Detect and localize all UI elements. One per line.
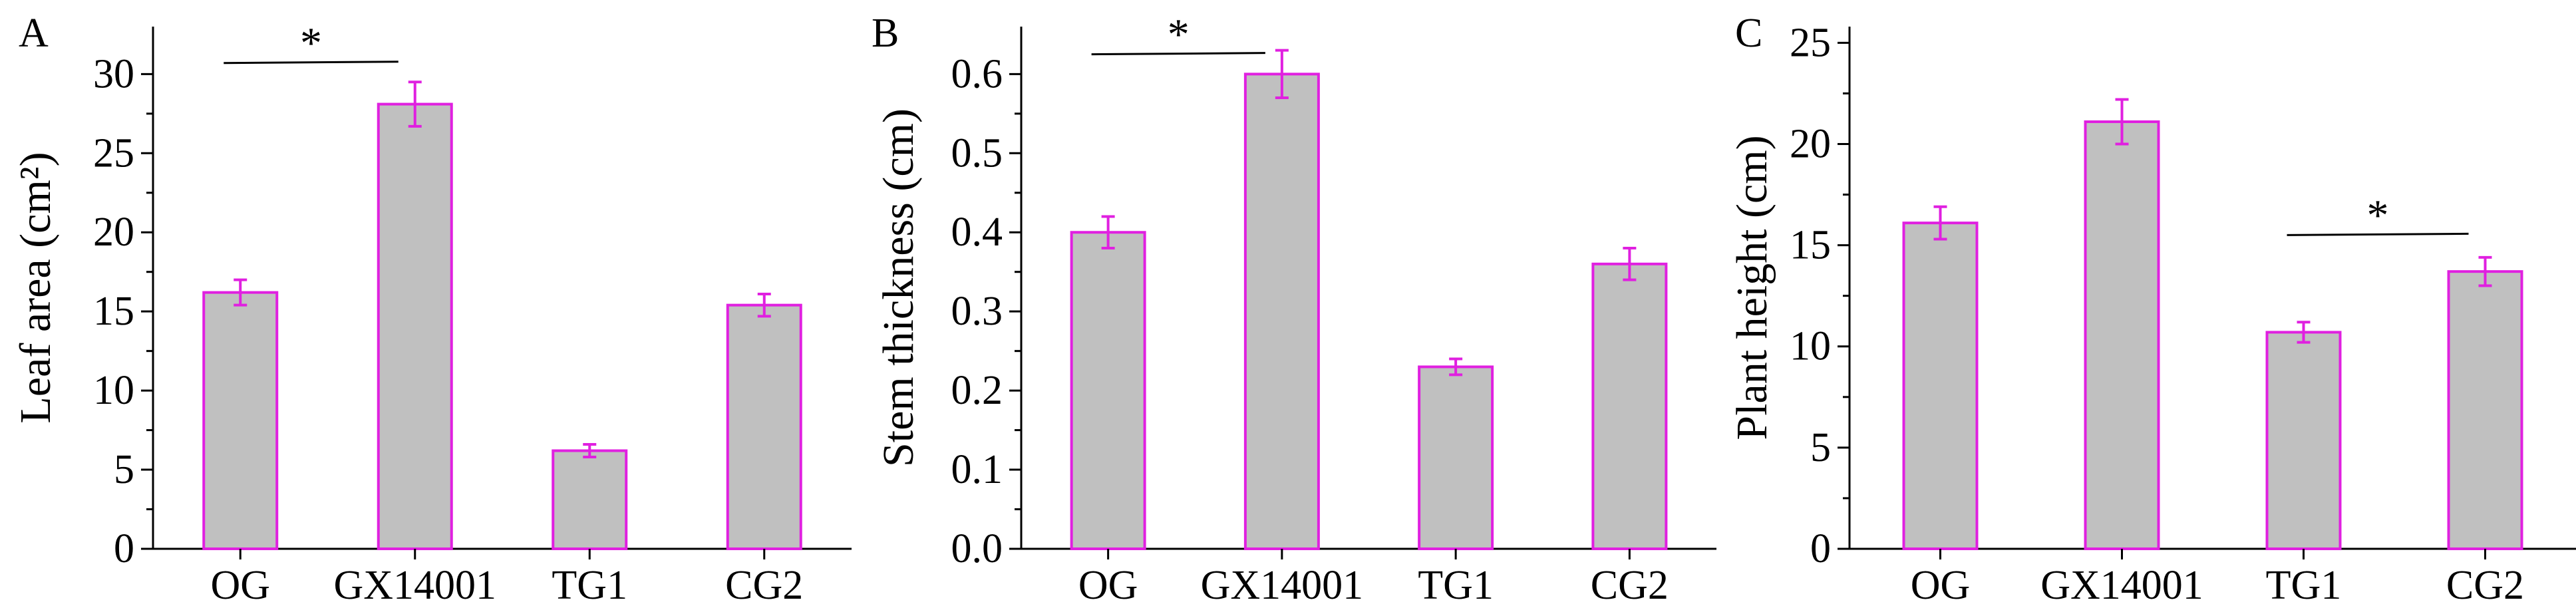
panel-letter: B <box>872 11 899 56</box>
y-tick-label: 25 <box>1790 20 1831 65</box>
error-bar <box>1933 205 1947 241</box>
y-tick-label: 10 <box>93 368 134 413</box>
y-tick-label: 15 <box>1790 223 1831 268</box>
bar-tg1 <box>2265 331 2342 550</box>
significance-star: * <box>2367 191 2389 239</box>
x-tick-label: GX14001 <box>333 563 496 608</box>
bar-og <box>1070 231 1146 550</box>
bar-cg2 <box>726 303 802 550</box>
y-tick-label: 0.3 <box>951 289 1003 334</box>
bar-og <box>1902 222 1979 550</box>
significance-line <box>224 61 399 65</box>
panel-letter: C <box>1735 11 1762 56</box>
bar-og <box>202 291 279 550</box>
bar-gx14001 <box>377 102 453 550</box>
y-tick-label: 20 <box>93 210 134 255</box>
y-tick-label: 25 <box>93 130 134 176</box>
error-bar <box>1275 49 1289 100</box>
bar-tg1 <box>552 449 628 550</box>
error-bar <box>234 278 247 307</box>
x-tick-label: CG2 <box>725 563 803 608</box>
y-tick-label: 0.6 <box>951 51 1003 96</box>
x-tick-label: GX14001 <box>1201 563 1364 608</box>
y-axis-title: Plant height (cm) <box>1728 135 1776 440</box>
significance-star: * <box>1168 11 1190 59</box>
error-bar <box>583 443 597 459</box>
y-tick-label: 0.0 <box>951 526 1003 571</box>
error-bar <box>757 293 771 318</box>
y-tick-label: 0.4 <box>951 210 1003 255</box>
error-bar <box>2478 255 2492 287</box>
error-bar <box>2115 98 2129 146</box>
y-tick-label: 10 <box>1790 324 1831 369</box>
error-bar <box>2297 321 2311 344</box>
bar-cg2 <box>1591 262 1668 550</box>
x-tick-label: OG <box>1078 563 1138 608</box>
y-tick-label: 5 <box>114 447 134 492</box>
bar-tg1 <box>1418 365 1494 550</box>
y-tick-label: 30 <box>93 51 134 96</box>
y-tick-label: 0.1 <box>951 447 1003 492</box>
panel-letter: A <box>19 11 49 56</box>
x-tick-label: CG2 <box>1591 563 1669 608</box>
x-tick-label: TG1 <box>1418 563 1494 608</box>
error-bar <box>1449 357 1463 377</box>
y-tick-label: 15 <box>93 289 134 334</box>
bar-gx14001 <box>1243 73 1320 550</box>
significance-line <box>2287 232 2469 236</box>
y-tick-label: 0.2 <box>951 368 1003 413</box>
chart-panel-a: A Leaf area (cm²) 0 5 10 15 20 25 30 OG GX14001 TG1… <box>11 11 852 608</box>
error-bar <box>1101 215 1115 250</box>
x-tick-label: OG <box>210 563 270 608</box>
significance-line <box>1091 52 1265 56</box>
chart-panel-c: C Plant height (cm) 0 5 10 15 20 25 OG GX14001 TG1… <box>1728 11 2576 608</box>
chart-panel-b: B Stem thickness (cm) 0.0 0.1 0.2 0.3 0.4 0.5 0.… <box>872 11 1716 608</box>
x-tick-label: GX14001 <box>2040 563 2203 608</box>
y-axis-title: Stem thickness (cm) <box>874 108 923 467</box>
y-axis-title: Leaf area (cm²) <box>11 152 60 423</box>
significance-star: * <box>300 19 322 68</box>
bar-gx14001 <box>2084 120 2160 550</box>
y-tick-label: 5 <box>1810 425 1831 470</box>
error-bar <box>408 80 422 128</box>
x-tick-label: CG2 <box>2446 563 2524 608</box>
error-bar <box>1623 247 1637 281</box>
x-tick-label: TG1 <box>552 563 627 608</box>
y-tick-label: 20 <box>1790 121 1831 166</box>
x-tick-label: TG1 <box>2266 563 2342 608</box>
bar-cg2 <box>2447 270 2523 550</box>
y-tick-label: 0 <box>1810 526 1831 571</box>
y-tick-label: 0 <box>114 526 134 571</box>
y-tick-label: 0.5 <box>951 130 1003 176</box>
x-tick-label: OG <box>1911 563 1971 608</box>
